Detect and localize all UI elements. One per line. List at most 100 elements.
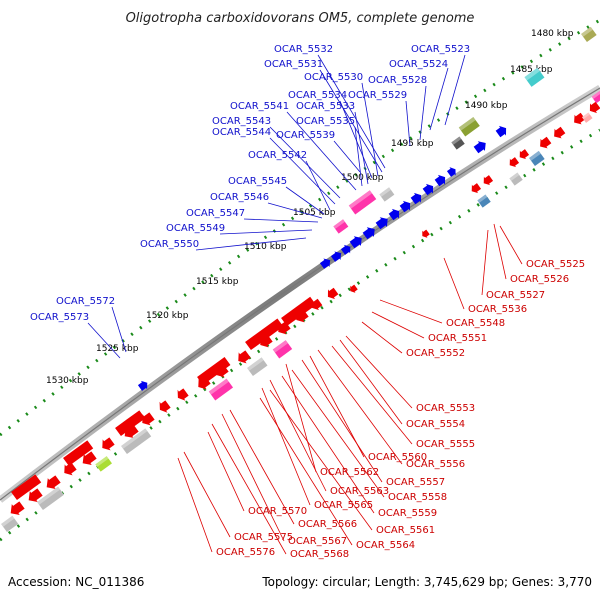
reverse-gene-label: OCAR_5555: [416, 439, 475, 450]
reverse-label-leader: [361, 321, 403, 354]
map-title: Oligotropha carboxidovorans OM5, complet…: [126, 11, 475, 26]
reverse-label-leader: [211, 423, 287, 555]
reverse-gene-arrow: [422, 229, 430, 238]
forward-gene-label: OCAR_5532: [274, 44, 333, 55]
forward-gene-arrow: [375, 217, 388, 230]
reverse-gene-label: OCAR_5568: [290, 549, 349, 560]
forward-gene-label: OCAR_5546: [210, 192, 269, 203]
forward-gene-label: OCAR_5550: [140, 239, 199, 250]
reverse-gene-arrow: [589, 101, 600, 114]
kbp-label: 1490 kbp: [465, 101, 508, 111]
misc-feature: [95, 456, 112, 472]
reverse-label-leader: [301, 359, 383, 483]
forward-gene-label: OCAR_5535: [296, 116, 355, 127]
forward-label-leader: [195, 237, 307, 251]
reverse-label-leader: [221, 413, 285, 542]
forward-label-leader: [269, 137, 336, 205]
forward-gene-label: OCAR_5545: [228, 176, 287, 187]
forward-gene-label: OCAR_5549: [166, 223, 225, 234]
reverse-gene-label: OCAR_5536: [468, 304, 527, 315]
reverse-gene-label: OCAR_5565: [314, 500, 373, 511]
reverse-gene-arrow: [28, 488, 43, 502]
pseudogene-feature: [37, 486, 64, 511]
forward-label-leader: [405, 100, 411, 147]
forward-label-leader: [339, 100, 373, 179]
kbp-label: 1485 kbp: [510, 65, 553, 75]
kbp-label: 1510 kbp: [244, 242, 287, 252]
kbp-label: 1520 kbp: [146, 311, 189, 321]
misc-feature: [477, 194, 491, 208]
forward-label-leader: [444, 54, 466, 126]
reverse-label-leader: [261, 387, 311, 506]
forward-label-leader: [354, 111, 369, 185]
reverse-gene-arrow: [519, 149, 530, 160]
reverse-gene-segment: [115, 410, 146, 437]
forward-gene-label: OCAR_5534: [288, 90, 347, 101]
forward-gene-label: OCAR_5533: [296, 101, 355, 112]
reverse-gene-label: OCAR_5563: [330, 486, 389, 497]
reverse-label-leader: [269, 379, 327, 492]
misc-feature: [529, 150, 545, 167]
kbp-label: 1495 kbp: [391, 139, 434, 149]
forward-label-leader: [305, 160, 331, 211]
forward-gene-label: OCAR_5530: [304, 72, 363, 83]
forward-gene-label: OCAR_5539: [276, 130, 335, 141]
forward-gene-arrow: [495, 125, 507, 138]
pseudogene-feature: [121, 428, 152, 455]
reverse-gene-arrow: [46, 475, 61, 489]
forward-gene-arrow: [434, 174, 446, 187]
reverse-gene-label: OCAR_5561: [376, 525, 435, 536]
forward-label-leader: [361, 82, 379, 177]
reverse-gene-segment: [197, 356, 231, 386]
reverse-gene-label: OCAR_5548: [446, 318, 505, 329]
reverse-gene-arrow: [350, 284, 358, 293]
forward-gene-arrow: [473, 141, 486, 154]
reverse-label-leader: [481, 229, 489, 296]
reverse-gene-arrow: [64, 462, 77, 476]
reverse-label-leader: [345, 335, 413, 409]
reverse-gene-arrow: [142, 412, 155, 426]
reverse-gene-segment: [11, 474, 42, 501]
outer-tick-ring: [0, 18, 600, 437]
kbp-label: 1480 kbp: [531, 29, 574, 39]
reverse-gene-segment: [281, 296, 317, 327]
kbp-label: 1515 kbp: [196, 277, 239, 287]
reverse-gene-segment: [63, 440, 94, 467]
forward-label-leader: [429, 67, 449, 131]
reverse-gene-arrow: [238, 350, 251, 364]
reverse-gene-label: OCAR_5564: [356, 540, 415, 551]
forward-gene-label: OCAR_5541: [230, 101, 289, 112]
reverse-gene-arrow: [574, 112, 586, 125]
forward-gene-arrow: [388, 208, 400, 221]
rna-feature: [272, 340, 293, 359]
forward-label-leader: [419, 85, 427, 141]
reverse-label-leader: [493, 223, 507, 280]
reverse-gene-label: OCAR_5525: [526, 259, 585, 270]
forward-gene-label: OCAR_5543: [212, 116, 271, 127]
forward-gene-label: OCAR_5524: [389, 59, 448, 70]
kbp-label: 1530 kbp: [46, 376, 89, 386]
reverse-label-leader: [229, 409, 295, 525]
forward-gene-arrow: [362, 227, 375, 240]
reverse-gene-arrow: [471, 183, 482, 194]
reverse-gene-arrow: [10, 501, 25, 515]
rna-feature: [333, 219, 349, 234]
reverse-gene-arrow: [159, 400, 171, 413]
reverse-label-leader: [285, 363, 317, 473]
forward-gene-label: OCAR_5542: [248, 150, 307, 161]
forward-label-leader: [111, 306, 127, 353]
forward-label-leader: [219, 229, 313, 235]
forward-gene-label: OCAR_5531: [264, 59, 323, 70]
rna-feature: [208, 378, 234, 401]
forward-gene-arrow: [422, 183, 434, 196]
reverse-label-leader: [443, 257, 465, 310]
pseudogene-feature: [451, 136, 465, 150]
forward-gene-label: OCAR_5528: [368, 75, 427, 86]
forward-gene-label: OCAR_5544: [212, 127, 271, 138]
reverse-gene-label: OCAR_5551: [428, 333, 487, 344]
forward-gene-label: OCAR_5529: [348, 90, 407, 101]
reverse-gene-arrow: [177, 388, 189, 401]
misc-feature: [524, 67, 545, 87]
reverse-gene-label: OCAR_5560: [368, 452, 427, 463]
